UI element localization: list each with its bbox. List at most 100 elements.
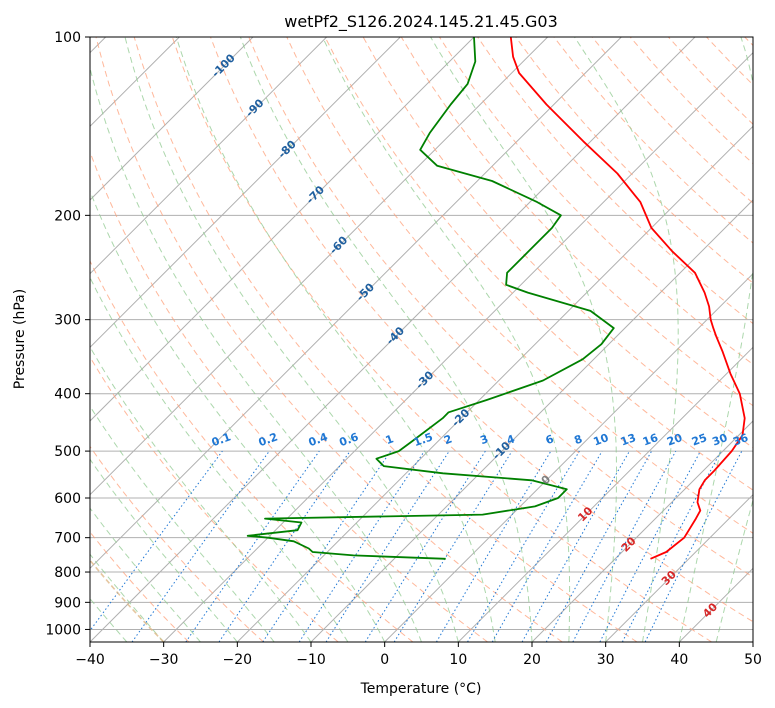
y-tick-label: 100: [54, 30, 81, 46]
dry-adiabat-line: [95, 37, 563, 642]
mixing-ratio-line: [599, 450, 701, 642]
moist-adiabat-line: [574, 37, 679, 642]
mixing-ratio-label: 36: [731, 431, 750, 449]
mixing-ratio-line: [364, 450, 486, 642]
isotherm-line: [163, 51, 753, 642]
dry-adiabat-line: [90, 356, 339, 642]
moist-adiabat-line: [90, 345, 312, 642]
y-tick-label: 300: [54, 313, 81, 329]
mixing-ratio-line: [298, 450, 425, 642]
isotherm-line: [90, 37, 549, 496]
isotherm-line: [90, 37, 475, 422]
mixing-ratio-label: 30: [710, 431, 729, 449]
mixing-ratio-label: 13: [619, 431, 638, 448]
x-tick-label: 20: [523, 652, 541, 668]
x-tick-label: 10: [449, 652, 467, 668]
mixing-ratio-label: 1.5: [412, 430, 435, 449]
mixing-ratio-label: 16: [641, 431, 660, 449]
dry-adiabat-line: [286, 37, 753, 534]
y-tick-label: 700: [54, 531, 81, 547]
mixing-ratio-line: [325, 450, 450, 642]
mixing-ratio-label: 0.4: [307, 430, 330, 449]
mixing-ratio-line: [393, 450, 513, 642]
chart-title: wetPf2_S126.2024.145.21.45.G03: [284, 12, 558, 32]
y-tick-label: 600: [54, 491, 81, 507]
dry-adiabat-line: [744, 37, 753, 47]
mixing-ratio-line: [435, 450, 552, 642]
isotherm-line: [90, 37, 254, 201]
mixing-ratio-label: 4: [505, 432, 517, 447]
x-tick-label: 50: [744, 652, 762, 668]
mixing-ratio-line: [262, 450, 392, 642]
plot-frame: [89, 36, 754, 643]
mixing-ratio-line: [185, 450, 320, 642]
dry-adiabat-line: [553, 37, 753, 244]
mixing-ratio-label: 20: [665, 431, 684, 449]
mixing-ratio-line: [131, 450, 270, 642]
mixing-ratio-label: 2: [442, 432, 454, 447]
y-axis: 100 200 300 400 500 600 700 800 900 1000: [45, 30, 90, 638]
moist-adiabat-line: [124, 37, 459, 642]
mixing-ratio-line: [545, 450, 653, 642]
moist-adiabat-line: [90, 458, 238, 642]
isotherm-line: [236, 125, 753, 642]
moist-adiabat-line: [175, 37, 496, 642]
profile-series: [246, 37, 615, 560]
isotherm-label: 10: [575, 504, 595, 524]
mixing-ratio-label: 10: [592, 431, 611, 449]
dry-adiabat-line: [90, 445, 264, 642]
isotherm-line: [678, 567, 753, 642]
y-tick-label: 200: [54, 208, 81, 224]
y-tick-label: 800: [54, 565, 81, 581]
profile-lines: [246, 37, 746, 560]
mixing-ratio-label: 8: [572, 432, 584, 447]
moist-adiabat-line: [90, 597, 128, 642]
mixing-ratio-label: 0.2: [257, 430, 280, 449]
isotherm-line: [90, 37, 328, 275]
moist-adiabat-line: [752, 640, 753, 642]
isotherm-line: [457, 346, 753, 642]
dry-adiabat-line: [171, 37, 712, 642]
dry-adiabat-line: [591, 37, 753, 204]
x-tick-label: 30: [597, 652, 615, 668]
y-tick-label: 500: [54, 444, 81, 460]
moist-adiabat-line: [239, 37, 533, 642]
isotherm-line: [90, 37, 401, 349]
x-tick-label: −30: [149, 652, 179, 668]
moist-adiabat-line: [90, 553, 165, 642]
moist-adiabat-line: [90, 507, 201, 642]
dry-adiabat-line: [133, 37, 638, 642]
y-axis-title: Pressure (hPa): [12, 289, 28, 389]
moist-adiabat-line: [322, 37, 571, 642]
x-axis: −40 −30 −20 −10 0 10 20 30 40 50: [75, 642, 762, 668]
mixing-ratio-line: [572, 450, 677, 642]
moist-adiabat-line: [90, 65, 422, 642]
x-tick-label: 40: [670, 652, 688, 668]
y-tick-label: 900: [54, 595, 81, 611]
mixing-ratio-line: [644, 450, 743, 642]
x-tick-label: −10: [296, 652, 326, 668]
moist-adiabat-line: [90, 276, 349, 642]
y-tick-label: 1000: [45, 622, 81, 638]
mixing-ratio-line: [521, 450, 630, 642]
dry-adiabat-line: [324, 37, 753, 491]
dry-adiabat-line: [515, 37, 753, 284]
x-tick-label: −40: [75, 652, 105, 668]
x-axis-title: Temperature (°C): [360, 681, 482, 697]
y-tick-label: 400: [54, 387, 81, 403]
isotherm-line: [310, 199, 753, 642]
x-tick-label: −20: [223, 652, 253, 668]
mixing-ratio-label: 1: [384, 432, 396, 447]
dry-adiabat-line: [90, 531, 190, 642]
isotherm-line: [605, 493, 753, 642]
x-tick-label: 0: [380, 652, 389, 668]
moist-adiabat-line: [90, 405, 275, 642]
moist-adiabat-line: [715, 498, 753, 642]
mixing-ratio-label: 25: [690, 431, 709, 448]
reference-curve: [90, 558, 165, 642]
mixing-ratio-label: 6: [544, 432, 556, 447]
isotherm-line: [531, 420, 753, 642]
mixing-ratio-label: 0.1: [210, 430, 233, 449]
moist-adiabat-line: [430, 37, 617, 642]
